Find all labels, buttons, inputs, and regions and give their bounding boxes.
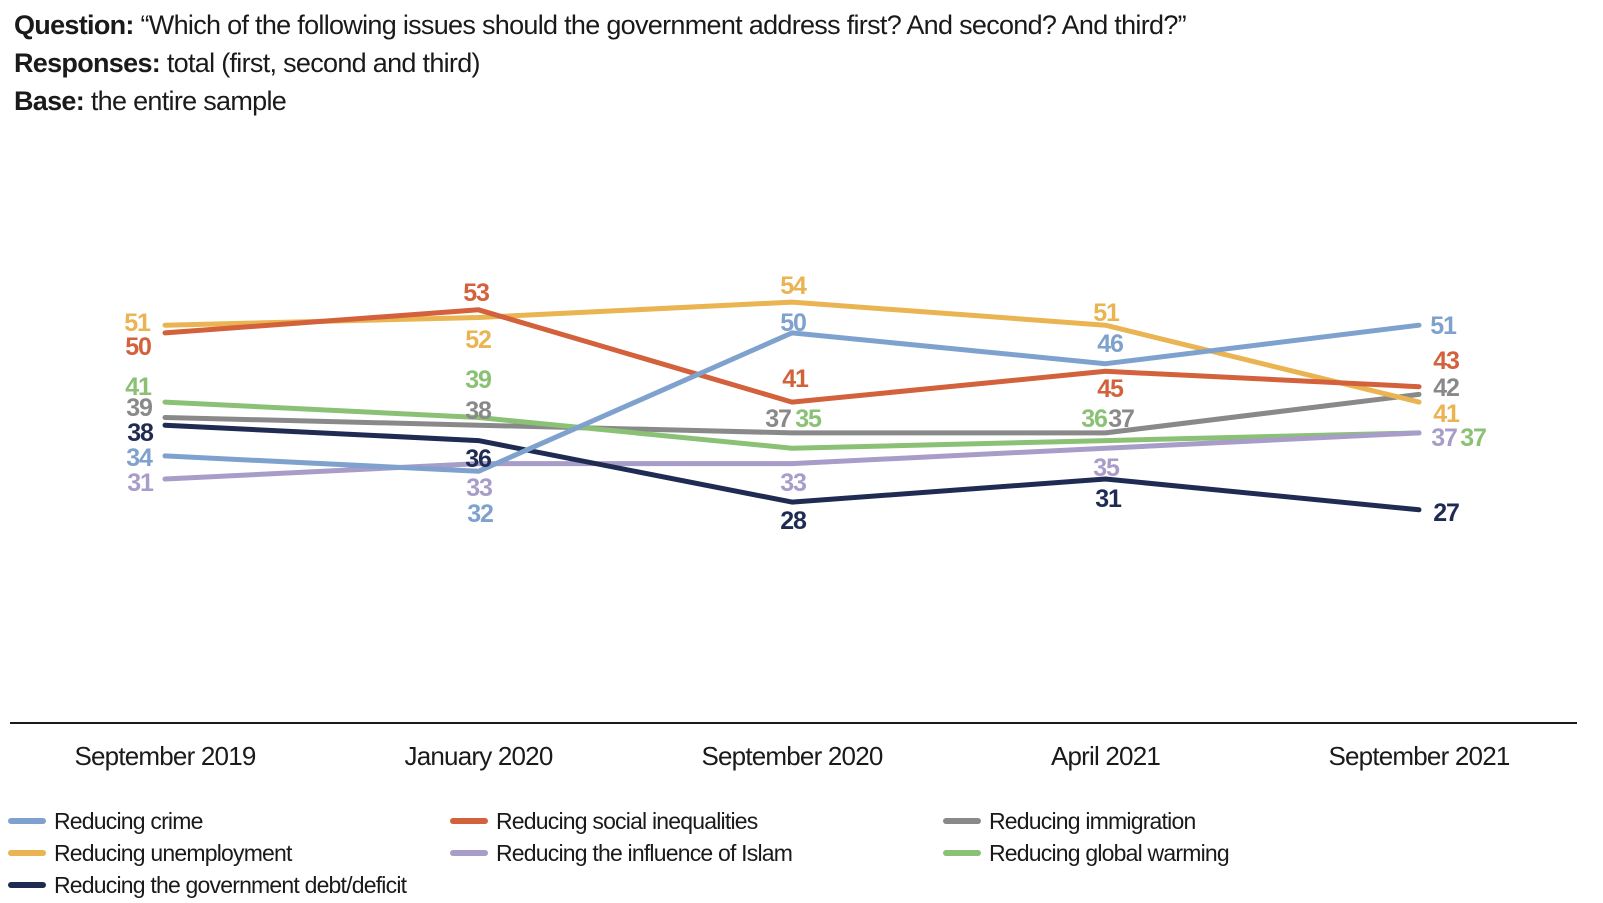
value-label: 35 (795, 405, 822, 433)
value-label: 45 (1097, 375, 1124, 403)
value-label: 38 (127, 419, 154, 447)
value-label: 51 (1093, 299, 1120, 327)
value-label: 36 (1081, 405, 1107, 433)
x-axis-label: September 2021 (1328, 741, 1509, 771)
value-label: 37 (1460, 424, 1486, 452)
series-line-6 (162, 399, 1422, 451)
value-label: 33 (780, 469, 806, 497)
value-label: 37 (1108, 405, 1134, 433)
responses-label: Responses: (14, 48, 161, 78)
responses-line: Responses: total (first, second and thir… (14, 44, 1186, 82)
question-label: Question: (14, 10, 134, 40)
value-label: 36 (465, 445, 491, 473)
value-label: 34 (126, 444, 153, 472)
question-text: “Which of the following issues should th… (140, 10, 1187, 40)
value-label: 41 (782, 365, 809, 393)
value-label: 41 (1433, 400, 1460, 428)
value-label: 43 (1433, 347, 1459, 375)
value-label: 50 (125, 333, 151, 361)
legend-label: Reducing the influence of Islam (496, 839, 793, 866)
value-label: 38 (465, 397, 492, 425)
series-line-7 (162, 422, 1422, 513)
value-label: 32 (467, 500, 493, 528)
x-axis-label: January 2020 (405, 741, 553, 771)
value-label: 33 (466, 474, 492, 502)
value-label: 53 (463, 279, 489, 307)
legend-label: Reducing crime (54, 807, 203, 834)
x-axis-label: September 2019 (74, 741, 255, 771)
value-label: 41 (125, 373, 152, 401)
value-label: 52 (465, 326, 491, 354)
series-line-1 (162, 322, 1422, 474)
base-line: Base: the entire sample (14, 82, 1186, 120)
legend-item: Reducing global warming (943, 837, 1230, 869)
legend-swatch-icon (450, 818, 488, 824)
value-label: 27 (1433, 499, 1459, 527)
value-label: 50 (780, 309, 806, 337)
legend-column-1: Reducing crime Reducing unemployment Reduc… (8, 805, 407, 901)
value-label: 39 (465, 366, 491, 394)
x-axis-label: September 2020 (701, 741, 882, 771)
question-line: Question: “Which of the following issues… (14, 6, 1187, 44)
value-label: 46 (1097, 330, 1123, 358)
legend-column-3: Reducing immigration Reducing global warm… (943, 805, 1230, 869)
legend-item: Reducing social inequalities (450, 805, 792, 837)
legend-label: Reducing the government debt/deficit (54, 871, 407, 898)
legend-label: Reducing unemployment (54, 839, 292, 866)
legend-item: Reducing unemployment (8, 837, 406, 869)
base-label: Base: (14, 86, 85, 116)
legend-column-2: Reducing social inequalities Reducing the… (450, 805, 793, 869)
value-label: 28 (780, 507, 807, 535)
series-line-5 (162, 430, 1422, 482)
value-label: 54 (780, 272, 807, 300)
responses-text: total (first, second and third) (166, 48, 481, 78)
value-label: 42 (1433, 374, 1459, 402)
legend-swatch-icon (8, 818, 46, 824)
value-label: 39 (126, 394, 152, 422)
base-text: the entire sample (90, 86, 287, 116)
series-line-2 (162, 307, 1422, 405)
legend-swatch-icon (943, 818, 981, 824)
legend-swatch-icon (8, 882, 46, 888)
value-label: 31 (127, 469, 154, 497)
legend-label: Reducing global warming (989, 839, 1230, 866)
value-label: 35 (1093, 454, 1120, 482)
legend-item: Reducing immigration (943, 805, 1229, 837)
legend-item: Reducing the government debt/deficit (8, 869, 407, 901)
legend-label: Reducing immigration (989, 807, 1196, 834)
value-label: 51 (1430, 312, 1457, 340)
series-line-3 (162, 391, 1422, 436)
value-label: 37 (1431, 424, 1457, 452)
value-label: 31 (1095, 485, 1122, 513)
legend-label: Reducing social inequalities (496, 807, 758, 834)
legend-swatch-icon (943, 850, 981, 856)
legend-swatch-icon (8, 850, 46, 856)
chart-header: Question: “Which of the following issues… (14, 6, 1187, 120)
value-label: 51 (124, 309, 151, 337)
x-axis-label: April 2021 (1051, 741, 1160, 771)
legend-item: Reducing the influence of Islam (450, 837, 793, 869)
legend-swatch-icon (450, 850, 488, 856)
legend-item: Reducing crime (8, 805, 406, 837)
value-label: 37 (765, 405, 791, 433)
